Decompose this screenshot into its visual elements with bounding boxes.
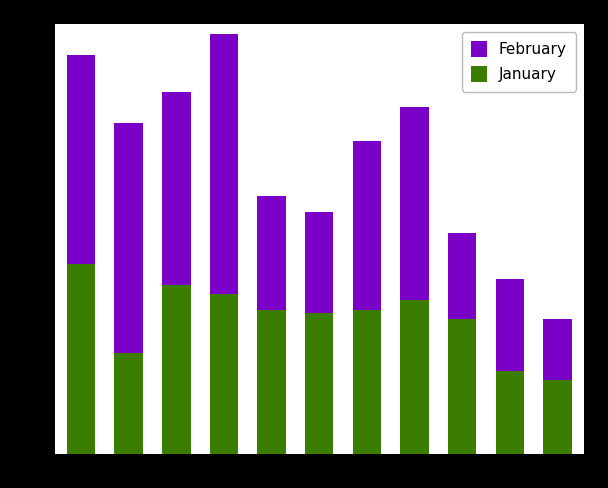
Bar bbox=[305, 211, 334, 313]
Bar bbox=[543, 380, 572, 454]
Bar bbox=[496, 279, 524, 371]
Bar bbox=[114, 353, 143, 454]
Bar bbox=[210, 34, 238, 294]
Bar bbox=[257, 310, 286, 454]
Bar bbox=[543, 319, 572, 380]
Bar bbox=[162, 285, 190, 454]
Bar bbox=[353, 310, 381, 454]
Bar bbox=[305, 313, 334, 454]
Bar bbox=[448, 319, 477, 454]
Bar bbox=[400, 107, 429, 301]
Bar bbox=[496, 371, 524, 454]
Bar bbox=[353, 141, 381, 310]
Bar bbox=[162, 92, 190, 285]
Bar bbox=[67, 264, 95, 454]
Legend: February, January: February, January bbox=[462, 32, 576, 92]
Bar bbox=[448, 233, 477, 319]
Bar bbox=[67, 55, 95, 264]
Bar bbox=[257, 196, 286, 310]
Bar bbox=[400, 301, 429, 454]
Bar bbox=[114, 122, 143, 353]
Bar bbox=[210, 294, 238, 454]
